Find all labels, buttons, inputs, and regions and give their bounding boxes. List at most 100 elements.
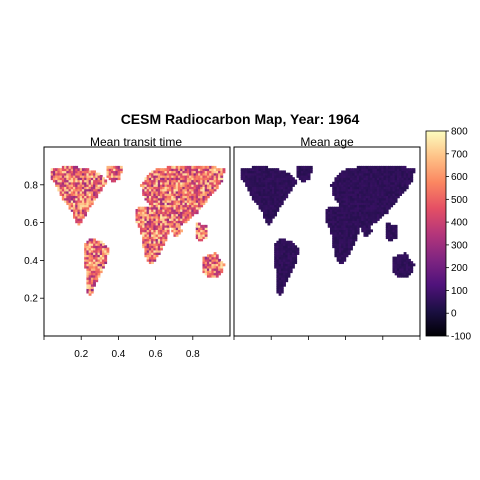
map-cell — [356, 202, 360, 206]
map-cell — [283, 190, 286, 194]
map-cell — [139, 224, 143, 228]
map-cell — [81, 195, 85, 199]
map-cell — [195, 186, 199, 190]
map-cell — [350, 233, 353, 237]
map-cell — [148, 261, 152, 265]
map-cell — [372, 211, 376, 215]
map-cell — [385, 229, 389, 233]
map-cell — [57, 174, 61, 178]
map-cell — [186, 206, 190, 210]
map-cell — [396, 272, 400, 276]
map-cell — [164, 213, 168, 217]
map-cell — [294, 254, 298, 258]
map-cell — [399, 168, 402, 172]
map-cell — [383, 165, 387, 169]
map-cell — [153, 172, 157, 176]
map-cell — [57, 186, 61, 190]
map-cell — [93, 261, 96, 265]
map-cell — [135, 211, 139, 215]
map-cell — [93, 270, 96, 274]
map-cell — [283, 179, 286, 183]
map-cell — [166, 190, 170, 194]
map-cell — [263, 199, 266, 203]
map-cell — [350, 227, 353, 231]
map-cell — [280, 195, 284, 199]
map-cell — [146, 215, 150, 219]
map-cell — [283, 281, 286, 285]
map-cell — [332, 188, 336, 192]
map-cell — [162, 197, 166, 201]
map-cell — [376, 215, 380, 219]
map-cell — [75, 206, 79, 210]
map-cell — [401, 256, 405, 260]
map-cell — [191, 190, 195, 194]
map-cell — [376, 195, 380, 199]
map-cell — [180, 222, 183, 226]
map-cell — [399, 186, 402, 190]
map-cell — [144, 229, 148, 233]
map-cell — [260, 197, 264, 201]
map-cell — [399, 179, 402, 183]
map-cell — [200, 179, 204, 183]
map-cell — [220, 172, 224, 176]
map-cell — [325, 218, 329, 221]
map-cell — [354, 186, 358, 190]
map-cell — [265, 199, 269, 203]
map-cell — [70, 195, 74, 199]
map-cell — [278, 256, 282, 260]
map-cell — [267, 215, 271, 219]
map-cell — [180, 229, 183, 233]
map-cell — [84, 247, 88, 251]
map-cell — [77, 174, 81, 178]
map-cell — [334, 211, 338, 215]
map-cell — [222, 263, 226, 267]
map-cell — [184, 193, 188, 196]
colorbar-tick-label: 500 — [451, 195, 468, 206]
map-cell — [88, 252, 92, 255]
map-cell — [191, 174, 195, 178]
map-cell — [352, 213, 356, 217]
map-cell — [347, 202, 351, 206]
map-cell — [276, 186, 280, 190]
map-cell — [97, 179, 101, 183]
y-tick-label: 0.8 — [24, 180, 38, 191]
map-cell — [269, 184, 273, 187]
map-cell — [267, 220, 271, 224]
map-cell — [144, 243, 148, 246]
map-cell — [215, 254, 219, 258]
map-cell — [358, 181, 362, 185]
map-cell — [256, 197, 260, 201]
map-cell — [334, 215, 338, 219]
map-cell — [289, 245, 293, 249]
map-cell — [88, 263, 92, 267]
map-cell — [148, 231, 152, 235]
map-cell — [164, 218, 168, 221]
map-cell — [287, 186, 291, 190]
map-cell — [180, 184, 183, 187]
map-cell — [166, 211, 170, 215]
map-cell — [142, 224, 146, 228]
map-cell — [86, 245, 90, 249]
map-cell — [175, 218, 179, 221]
map-cell — [334, 231, 338, 235]
map-cell — [64, 199, 67, 203]
map-cell — [267, 193, 271, 196]
map-cell — [276, 197, 280, 201]
map-cell — [182, 168, 186, 172]
map-cell — [206, 265, 210, 269]
map-cell — [198, 188, 201, 192]
map-cell — [329, 231, 333, 235]
map-cell — [396, 186, 400, 190]
map-cell — [338, 236, 342, 240]
map-cell — [213, 168, 217, 172]
map-cell — [383, 181, 387, 185]
map-cell — [193, 211, 197, 215]
map-cell — [347, 190, 351, 194]
map-cell — [166, 197, 170, 201]
map-cell — [153, 256, 157, 260]
map-cell — [381, 193, 385, 196]
map-cell — [383, 174, 387, 178]
map-cell — [401, 272, 405, 276]
map-cell — [93, 283, 96, 287]
map-cell — [379, 170, 382, 174]
